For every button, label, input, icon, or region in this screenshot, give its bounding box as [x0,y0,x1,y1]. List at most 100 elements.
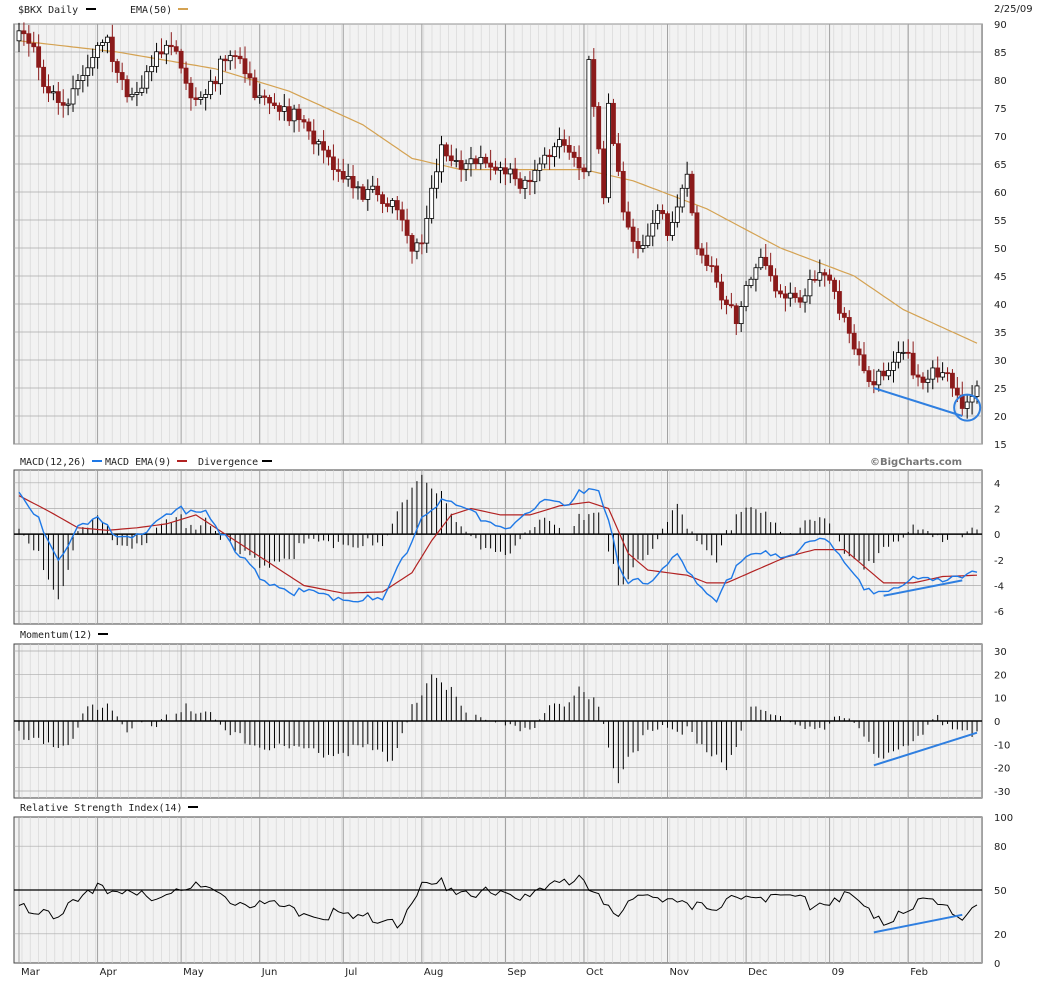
candle [331,144,336,181]
macd-gridlines [14,470,982,624]
candle [601,140,607,205]
momentum-trendline [873,731,978,767]
candle [542,147,548,169]
candle [286,98,292,126]
candle [591,48,597,117]
candle [743,280,749,312]
candle [41,59,46,94]
y-tick-label: 20 [994,930,1007,941]
y-tick-label: 80 [994,842,1007,853]
candle [262,89,268,106]
rsi-line [14,874,982,934]
y-tick-label: 40 [994,300,1007,311]
y-tick-label: -20 [994,764,1010,775]
candle [350,165,356,199]
candle [183,61,189,91]
candle [448,144,454,167]
candle [429,175,435,224]
candle [296,104,302,132]
candle [326,145,331,166]
candle [154,42,159,73]
candle [173,40,179,55]
candle [50,85,56,101]
candle [812,270,818,283]
candle [930,360,936,390]
candle [586,55,592,177]
candle [193,87,199,107]
macd-panel: 4 2 0 -2 -4 -6 [13,469,1004,625]
price-gridlines [14,23,982,445]
candle [453,148,459,168]
candle [900,341,906,360]
month-label: Dec [748,967,767,978]
candle [699,243,705,264]
candle [281,94,287,121]
candle [640,234,646,253]
candle [748,276,754,289]
candle [886,362,891,381]
candle [483,153,489,169]
macd-line [18,487,978,604]
symbol-swatch [86,8,96,10]
candle [802,288,808,313]
candle [291,104,297,133]
candle [409,233,415,264]
candle [345,163,351,187]
candle [738,301,744,332]
candle [787,282,793,307]
candle [252,69,258,101]
candle [100,39,105,53]
price-axis-ticks: 15 20 25 30 35 40 45 50 55 60 65 70 75 80 85 90 [994,20,1007,451]
candle [596,102,602,154]
candle [571,145,577,167]
month-label: Jun [261,967,278,978]
momentum-legend: Momentum(12) [20,630,108,641]
candle [920,372,926,390]
candle [964,394,970,419]
candle [817,259,823,287]
candle [316,139,322,156]
candle [876,368,882,392]
candle [881,362,887,381]
candle [360,183,366,202]
candle [468,146,474,177]
y-tick-label: 0 [994,717,1000,728]
candle [163,40,169,65]
candle [129,87,135,101]
candle [21,22,27,46]
y-tick-label: -2 [994,556,1004,567]
candle [222,55,228,72]
candle [46,74,51,103]
candle [527,171,533,196]
candle [689,170,695,216]
candle [355,181,361,200]
candle [625,201,631,230]
rsi-swatch [188,806,198,808]
y-tick-label: 100 [994,813,1013,824]
candle [85,54,91,87]
month-label: Mar [21,967,41,978]
momentum-axis-ticks: 30 20 10 0 -10 -20 -30 [994,647,1010,798]
candle [414,238,420,260]
candle [198,91,204,105]
candle [434,158,439,199]
month-label: Jul [344,967,357,978]
divergence-swatch [262,460,272,462]
y-tick-label: -6 [994,607,1004,618]
candle [665,211,670,241]
candle [149,55,155,82]
candle [70,75,76,112]
y-tick-label: 0 [994,959,1000,970]
candle [159,38,164,59]
candle [763,243,769,270]
candle [188,77,194,111]
candle [635,228,641,259]
candle [380,191,385,214]
candle [75,74,81,96]
candle [65,98,71,116]
watermark: ©BigCharts.com [870,457,962,468]
candle [719,273,724,310]
candle [670,211,675,241]
momentum-label: Momentum(12) [20,630,92,641]
